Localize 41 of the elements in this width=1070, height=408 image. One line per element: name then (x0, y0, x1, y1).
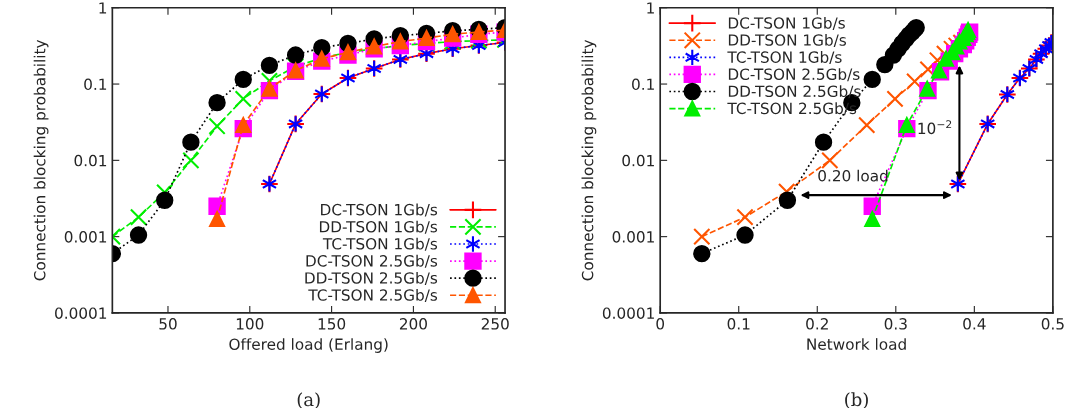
annotation: 10$^{−2}$ (918, 120, 952, 135)
legend-label: DD-TSON 2.5Gb/s (305, 271, 438, 285)
x-tick-label: 0 (656, 318, 665, 330)
y-tick-label: 1 (99, 2, 107, 14)
x-axis-title: Offered load (Erlang) (229, 338, 388, 353)
y-tick-label: 0.01 (622, 154, 654, 167)
legend-label: DC-TSON 1Gb/s (321, 203, 438, 217)
x-tick-label: 50 (159, 318, 177, 330)
legend-label: TC-TSON 2.5Gb/s (727, 102, 857, 116)
legend-label: DC-TSON 2.5Gb/s (728, 68, 860, 82)
legend-label: TC-TSON 1Gb/s (727, 51, 842, 65)
y-tick-label: 0.0001 (602, 307, 654, 319)
legend-label: DC-TSON 1Gb/s (728, 16, 845, 30)
y-tick-label: 0.0001 (55, 307, 107, 319)
x-tick-label: 0.5 (1041, 318, 1064, 330)
y-axis-title: Connection blocking probability (581, 39, 597, 281)
legend-label: DD-TSON 1Gb/s (728, 34, 847, 48)
x-tick-label: 200 (399, 318, 427, 330)
annotation: 0.20 load (818, 169, 888, 182)
x-tick-label: 0.2 (806, 318, 828, 330)
text: (b) (845, 392, 868, 408)
y-tick-label: 0.001 (612, 231, 654, 243)
x-tick-label: 150 (318, 318, 346, 330)
x-tick-label: 0.4 (963, 318, 986, 330)
y-tick-label: 0.001 (64, 231, 107, 243)
x-tick-label: 250 (481, 318, 509, 330)
legend-label: DD-TSON 1Gb/s (319, 220, 438, 234)
legend-label: TC-TSON 1Gb/s (322, 237, 438, 251)
x-tick-label: 0.3 (884, 318, 907, 330)
legend-label: DD-TSON 2.5Gb/s (728, 85, 861, 99)
y-axis-title: Connection blocking probability (33, 39, 49, 281)
x-tick-label: 100 (236, 318, 264, 330)
text: (a) (297, 392, 320, 408)
legend-label: DC-TSON 2.5Gb/s (306, 254, 438, 268)
y-tick-label: 1 (647, 2, 654, 14)
y-tick-label: 0.1 (84, 78, 107, 91)
x-axis-title: Network load (807, 338, 906, 350)
legend-label: TC-TSON 2.5Gb/s (308, 288, 438, 303)
y-tick-label: 0.1 (632, 78, 654, 91)
y-tick-label: 0.01 (74, 154, 107, 167)
x-tick-label: 0.1 (727, 318, 750, 330)
